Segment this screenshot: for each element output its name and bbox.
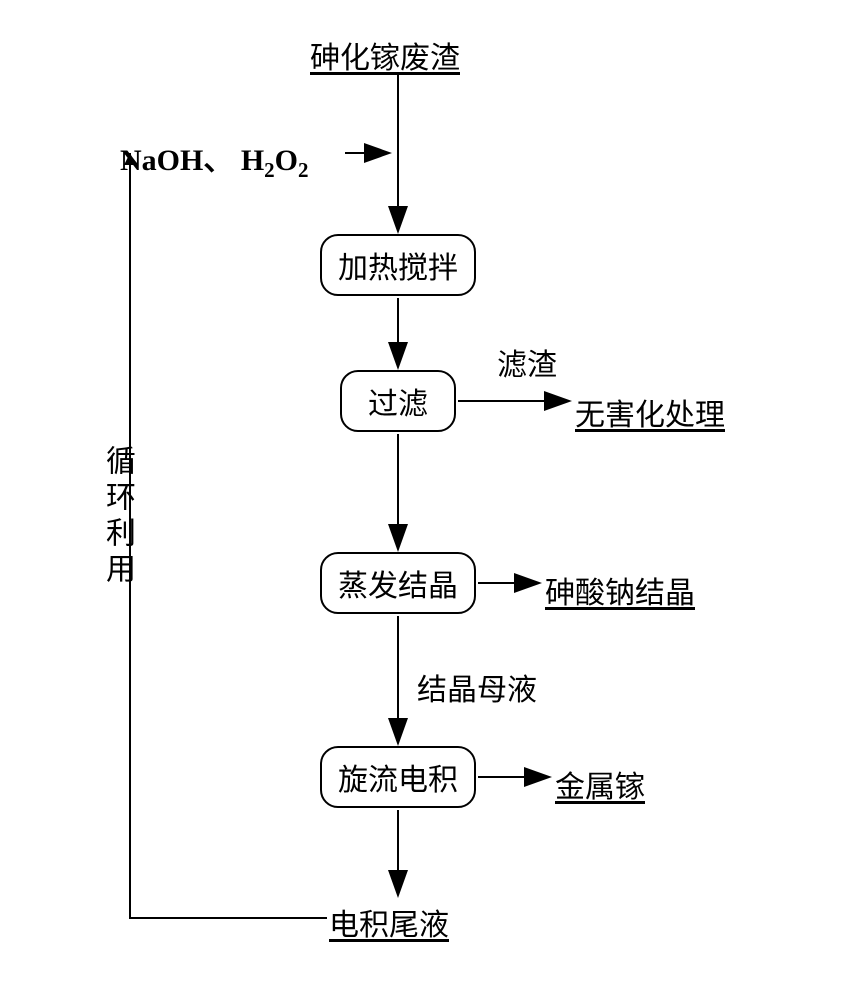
box-evaporate-crystallize: 蒸发结晶 [320, 552, 476, 614]
node-input-waste: 砷化镓废渣 [310, 33, 460, 77]
node-reagents: NaOH、 H2O2 [120, 135, 309, 183]
flowchart-stage: 砷化镓废渣 NaOH、 H2O2 加热搅拌 过滤 蒸发结晶 旋流电积 滤渣 无害… [0, 0, 853, 1000]
output-harmless: 无害化处理 [575, 390, 725, 434]
box-heat-stir: 加热搅拌 [320, 234, 476, 296]
output-gallium: 金属镓 [555, 762, 645, 806]
box-filter: 过滤 [340, 370, 456, 432]
node-tail-liquid: 电积尾液 [329, 900, 449, 944]
label-recycle: 循环利用 [95, 445, 139, 589]
output-sodium-arsenate: 砷酸钠结晶 [545, 568, 695, 612]
box-cyclone-electrowinning: 旋流电积 [320, 746, 476, 808]
label-mother-liquor: 结晶母液 [417, 665, 537, 709]
label-residue: 滤渣 [497, 340, 557, 384]
